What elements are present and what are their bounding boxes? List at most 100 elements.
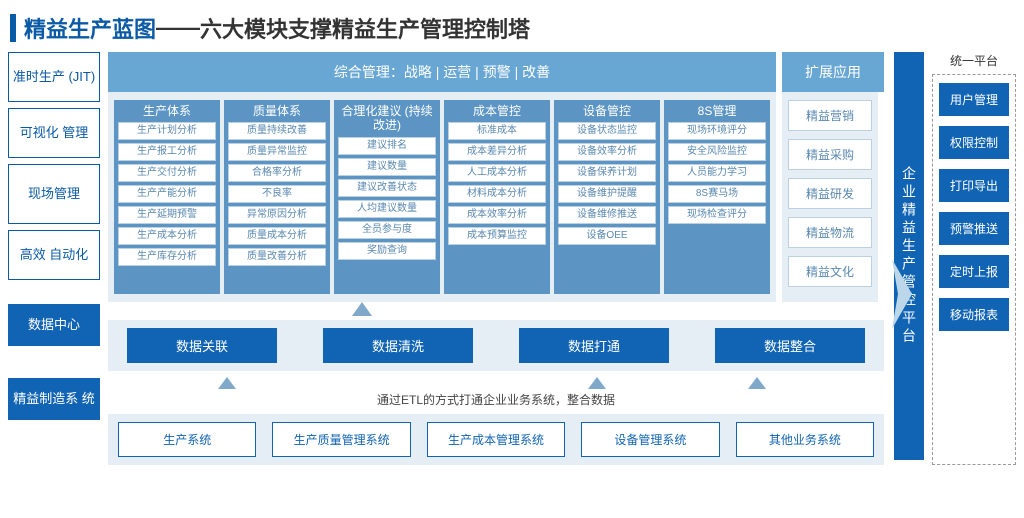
system-box: 生产系统 [118, 422, 256, 457]
etl-arrow-icon [588, 377, 606, 389]
module-item: 异常原因分析 [228, 206, 326, 224]
module-title: 生产体系 [118, 104, 216, 118]
module-item: 设备状态监控 [558, 122, 656, 140]
module-title: 合理化建议 (持续改进) [338, 104, 436, 133]
unified-platform: 统一平台 用户管理权限控制打印导出预警推送定时上报移动报表 [932, 52, 1016, 465]
module-item: 标准成本 [448, 122, 546, 140]
module: 生产体系生产计划分析生产报工分析生产交付分析生产产能分析生产延期预警生产成本分析… [114, 100, 220, 294]
module-title: 8S管理 [668, 104, 766, 118]
expand-title: 扩展应用 [782, 52, 884, 92]
data-step: 数据清洗 [323, 328, 473, 363]
data-row: 数据关联 数据清洗 数据打通 数据整合 [108, 320, 884, 371]
module-item: 生产库存分析 [118, 248, 216, 266]
module-item: 合格率分析 [228, 164, 326, 182]
module-item: 成本差异分析 [448, 143, 546, 161]
modules-row: 生产体系生产计划分析生产报工分析生产交付分析生产产能分析生产延期预警生产成本分析… [108, 92, 776, 302]
module-item: 材料成本分析 [448, 185, 546, 203]
module-items: 设备状态监控设备效率分析设备保养计划设备维护提醒设备维修推送设备OEE [558, 122, 656, 290]
data-step: 数据关联 [127, 328, 277, 363]
expand-item: 精益营销 [788, 100, 872, 131]
module-title: 设备管控 [558, 104, 656, 118]
etl-row: 通过ETL的方式打通企业业务系统，整合数据 [108, 371, 884, 414]
etl-arrow-icon [218, 377, 236, 389]
title-sep: —— [156, 15, 200, 41]
data-step: 数据整合 [715, 328, 865, 363]
main-layout: 准时生产 (JIT) 可视化 管理 现场管理 高效 自动化 数据中心 精益制造系… [0, 52, 1024, 465]
module-item: 人员能力学习 [668, 164, 766, 182]
expand-item: 精益采购 [788, 139, 872, 170]
top-bar: 综合管理：战略 | 运营 | 预警 | 改善 [108, 52, 776, 92]
system-box: 生产成本管理系统 [427, 422, 565, 457]
unified-item: 用户管理 [939, 83, 1009, 116]
title-bar: 精益生产蓝图 —— 六大模块支撑精益生产管理控制塔 [0, 0, 1024, 52]
module-item: 质量异常监控 [228, 143, 326, 161]
module-items: 质量持续改善质量异常监控合格率分析不良率异常原因分析质量成本分析质量改善分析 [228, 122, 326, 290]
right-side: 企业精益生产管控平台 统一平台 用户管理权限控制打印导出预警推送定时上报移动报表 [890, 52, 1016, 465]
module-item: 生产交付分析 [118, 164, 216, 182]
left-jit: 准时生产 (JIT) [8, 52, 100, 102]
unified-item: 打印导出 [939, 169, 1009, 202]
up-arrow-icon [352, 302, 372, 316]
expand-item: 精益研发 [788, 178, 872, 209]
etl-arrows [108, 377, 884, 391]
module-item: 成本预算监控 [448, 227, 546, 245]
module-item: 全员参与度 [338, 221, 436, 239]
module-items: 建议排名建议数量建议改善状态人均建议数量全员参与度奖励查询 [338, 137, 436, 290]
left-visual: 可视化 管理 [8, 108, 100, 158]
expand-wrap: 扩展应用 精益营销精益采购精益研发精益物流精益文化 [782, 52, 884, 302]
unified-title: 统一平台 [932, 52, 1016, 68]
module-item: 建议改善状态 [338, 179, 436, 197]
unified-item: 权限控制 [939, 126, 1009, 159]
module-item: 质量持续改善 [228, 122, 326, 140]
module-item: 质量改善分析 [228, 248, 326, 266]
module: 设备管控设备状态监控设备效率分析设备保养计划设备维护提醒设备维修推送设备OEE [554, 100, 660, 294]
module: 成本管控标准成本成本差异分析人工成本分析材料成本分析成本效率分析成本预算监控 [444, 100, 550, 294]
sys-row: 生产系统生产质量管理系统生产成本管理系统设备管理系统其他业务系统 [108, 414, 884, 465]
system-box: 其他业务系统 [736, 422, 874, 457]
platform-column: 企业精益生产管控平台 [894, 52, 924, 460]
module-items: 生产计划分析生产报工分析生产交付分析生产产能分析生产延期预警生产成本分析生产库存… [118, 122, 216, 290]
expand-item: 精益物流 [788, 217, 872, 248]
module-items: 现场环境评分安全风险监控人员能力学习 8S赛马场现场检查评分 [668, 122, 766, 290]
module-item: 不良率 [228, 185, 326, 203]
module: 合理化建议 (持续改进) 建议排名建议数量建议改善状态人均建议数量全员参与度奖励查… [334, 100, 440, 294]
module-item: 现场检查评分 [668, 206, 766, 224]
module-item: 生产成本分析 [118, 227, 216, 245]
module-item: 设备OEE [558, 227, 656, 245]
unified-item: 预警推送 [939, 212, 1009, 245]
title-accent [10, 14, 16, 42]
unified-item: 移动报表 [939, 298, 1009, 331]
module-items: 标准成本成本差异分析人工成本分析材料成本分析成本效率分析成本预算监控 [448, 122, 546, 290]
unified-box: 用户管理权限控制打印导出预警推送定时上报移动报表 [932, 74, 1016, 465]
module-item: 设备维修推送 [558, 206, 656, 224]
module-item: 奖励查询 [338, 242, 436, 260]
module-item: 人均建议数量 [338, 200, 436, 218]
module-item: 8S赛马场 [668, 185, 766, 203]
module-item: 成本效率分析 [448, 206, 546, 224]
module: 质量体系质量持续改善质量异常监控合格率分析不良率异常原因分析质量成本分析质量改善… [224, 100, 330, 294]
module-item: 建议数量 [338, 158, 436, 176]
left-auto: 高效 自动化 [8, 230, 100, 280]
module-item: 质量成本分析 [228, 227, 326, 245]
module-item: 生产计划分析 [118, 122, 216, 140]
module-item: 人工成本分析 [448, 164, 546, 182]
module-title: 质量体系 [228, 104, 326, 118]
title-sub: 六大模块支撑精益生产管理控制塔 [200, 12, 530, 44]
data-step: 数据打通 [519, 328, 669, 363]
center-column: 综合管理：战略 | 运营 | 预警 | 改善 生产体系生产计划分析生产报工分析生… [108, 52, 884, 465]
module-item: 设备维护提醒 [558, 185, 656, 203]
module-item: 生产延期预警 [118, 206, 216, 224]
arrow-row-1 [108, 302, 884, 320]
left-data-center: 数据中心 [8, 304, 100, 346]
module-item: 设备保养计划 [558, 164, 656, 182]
module-item: 安全风险监控 [668, 143, 766, 161]
module-item: 建议排名 [338, 137, 436, 155]
module-item: 设备效率分析 [558, 143, 656, 161]
left-column: 准时生产 (JIT) 可视化 管理 现场管理 高效 自动化 数据中心 精益制造系… [8, 52, 100, 465]
module: 8S管理现场环境评分安全风险监控人员能力学习 8S赛马场现场检查评分 [664, 100, 770, 294]
module-item: 生产产能分析 [118, 185, 216, 203]
left-lean-sys: 精益制造系 统 [8, 378, 100, 420]
module-item: 现场环境评分 [668, 122, 766, 140]
left-gemba: 现场管理 [8, 164, 100, 224]
modules-wrap: 综合管理：战略 | 运营 | 预警 | 改善 生产体系生产计划分析生产报工分析生… [108, 52, 776, 302]
